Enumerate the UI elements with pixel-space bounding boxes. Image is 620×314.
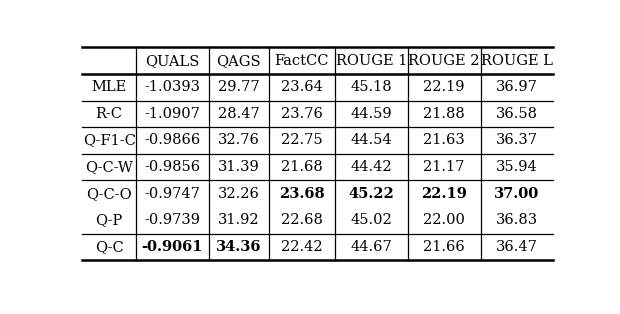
Text: 36.37: 36.37 (496, 133, 538, 148)
Text: -0.9856: -0.9856 (144, 160, 200, 174)
Text: 31.92: 31.92 (218, 213, 260, 227)
Text: Q-C: Q-C (95, 240, 123, 254)
Text: 28.47: 28.47 (218, 107, 260, 121)
Text: -0.9747: -0.9747 (144, 187, 200, 201)
Text: ROUGE L: ROUGE L (481, 54, 553, 68)
Text: ROUGE 1: ROUGE 1 (336, 54, 407, 68)
Text: 36.83: 36.83 (496, 213, 538, 227)
Text: 32.76: 32.76 (218, 133, 260, 148)
Text: 21.66: 21.66 (423, 240, 465, 254)
Text: 35.94: 35.94 (496, 160, 538, 174)
Text: Q-C-W: Q-C-W (85, 160, 133, 174)
Text: 44.54: 44.54 (351, 133, 392, 148)
Text: 36.97: 36.97 (496, 80, 538, 94)
Text: 44.67: 44.67 (350, 240, 392, 254)
Text: 22.19: 22.19 (423, 80, 465, 94)
Text: ROUGE 2: ROUGE 2 (409, 54, 480, 68)
Text: 22.42: 22.42 (281, 240, 323, 254)
Text: 45.02: 45.02 (350, 213, 392, 227)
Text: 21.63: 21.63 (423, 133, 465, 148)
Text: 22.00: 22.00 (423, 213, 465, 227)
Text: 45.22: 45.22 (348, 187, 394, 201)
Text: 34.36: 34.36 (216, 240, 262, 254)
Text: 45.18: 45.18 (351, 80, 392, 94)
Text: Q-F1-C: Q-F1-C (82, 133, 136, 148)
Text: 23.68: 23.68 (279, 187, 325, 201)
Text: Q-C-O: Q-C-O (86, 187, 132, 201)
Text: 44.59: 44.59 (351, 107, 392, 121)
Text: 22.19: 22.19 (421, 187, 467, 201)
Text: R-C: R-C (95, 107, 123, 121)
Text: 31.39: 31.39 (218, 160, 260, 174)
Text: 22.68: 22.68 (281, 213, 323, 227)
Text: QAGS: QAGS (216, 54, 261, 68)
Text: MLE: MLE (92, 80, 127, 94)
Text: 36.58: 36.58 (496, 107, 538, 121)
Text: 44.42: 44.42 (351, 160, 392, 174)
Text: -1.0907: -1.0907 (144, 107, 200, 121)
Text: 32.26: 32.26 (218, 187, 260, 201)
Text: 37.00: 37.00 (494, 187, 539, 201)
Text: -1.0393: -1.0393 (144, 80, 200, 94)
Text: 21.88: 21.88 (423, 107, 465, 121)
Text: -0.9739: -0.9739 (144, 213, 200, 227)
Text: -0.9061: -0.9061 (141, 240, 203, 254)
Text: 21.17: 21.17 (423, 160, 465, 174)
Text: FactCC: FactCC (275, 54, 329, 68)
Text: QUALS: QUALS (145, 54, 200, 68)
Text: 23.64: 23.64 (281, 80, 323, 94)
Text: Q-P: Q-P (95, 213, 123, 227)
Text: 23.76: 23.76 (281, 107, 323, 121)
Text: 36.47: 36.47 (496, 240, 538, 254)
Text: 21.68: 21.68 (281, 160, 323, 174)
Text: 29.77: 29.77 (218, 80, 260, 94)
Text: 22.75: 22.75 (281, 133, 323, 148)
Text: -0.9866: -0.9866 (144, 133, 200, 148)
